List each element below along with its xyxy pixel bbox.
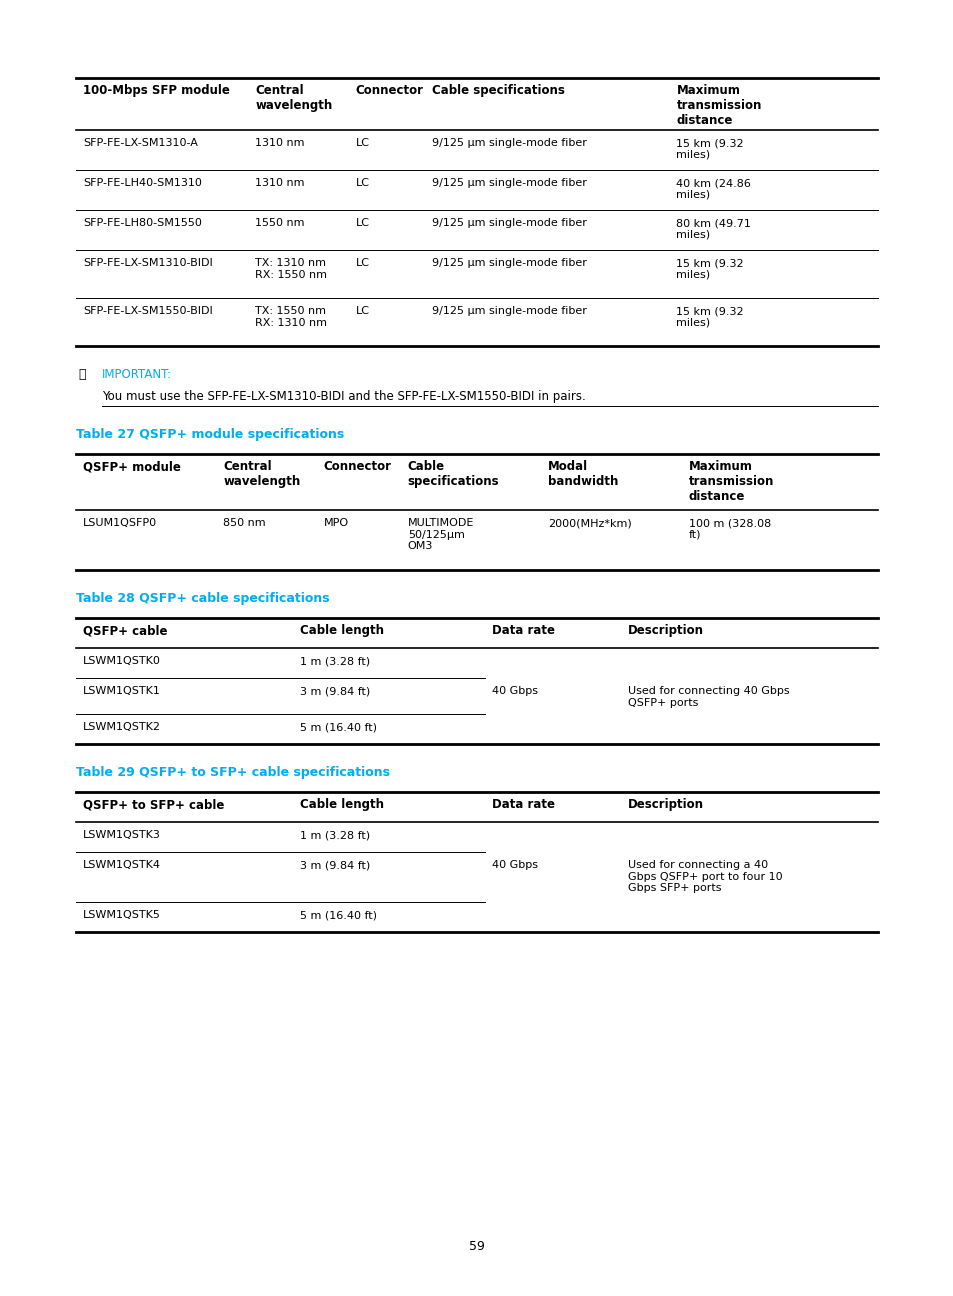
Text: 100-Mbps SFP module: 100-Mbps SFP module <box>83 84 230 97</box>
Text: 3 m (9.84 ft): 3 m (9.84 ft) <box>299 861 370 870</box>
Text: 2000(MHz*km): 2000(MHz*km) <box>548 518 631 527</box>
Text: 5 m (16.40 ft): 5 m (16.40 ft) <box>299 910 376 920</box>
Text: 850 nm: 850 nm <box>223 518 266 527</box>
Text: 1310 nm: 1310 nm <box>255 178 305 188</box>
Text: 5 m (16.40 ft): 5 m (16.40 ft) <box>299 722 376 732</box>
Text: QSFP+ module: QSFP+ module <box>83 460 181 473</box>
Text: IMPORTANT:: IMPORTANT: <box>102 368 172 381</box>
Text: 100 m (328.08
ft): 100 m (328.08 ft) <box>688 518 770 539</box>
Text: 1310 nm: 1310 nm <box>255 137 305 148</box>
Text: LC: LC <box>355 137 370 148</box>
Text: 59: 59 <box>469 1239 484 1252</box>
Text: LSWM1QSTK2: LSWM1QSTK2 <box>83 722 161 732</box>
Text: Description: Description <box>628 623 703 638</box>
Text: Data rate: Data rate <box>492 798 555 811</box>
Text: ⓘ: ⓘ <box>78 368 86 381</box>
Text: Used for connecting 40 Gbps
QSFP+ ports: Used for connecting 40 Gbps QSFP+ ports <box>628 686 789 708</box>
Text: Cable length: Cable length <box>299 798 383 811</box>
Text: LC: LC <box>355 218 370 228</box>
Text: Modal
bandwidth: Modal bandwidth <box>548 460 618 489</box>
Text: SFP-FE-LH80-SM1550: SFP-FE-LH80-SM1550 <box>83 218 202 228</box>
Text: Connector: Connector <box>323 460 391 473</box>
Text: LSWM1QSTK1: LSWM1QSTK1 <box>83 686 161 696</box>
Text: 9/125 μm single-mode fiber: 9/125 μm single-mode fiber <box>432 137 586 148</box>
Text: LSWM1QSTK5: LSWM1QSTK5 <box>83 910 161 920</box>
Text: 9/125 μm single-mode fiber: 9/125 μm single-mode fiber <box>432 178 586 188</box>
Text: You must use the SFP-FE-LX-SM1310-BIDI and the SFP-FE-LX-SM1550-BIDI in pairs.: You must use the SFP-FE-LX-SM1310-BIDI a… <box>102 390 585 403</box>
Text: LSWM1QSTK0: LSWM1QSTK0 <box>83 656 161 666</box>
Text: 40 Gbps: 40 Gbps <box>492 861 537 870</box>
Text: 15 km (9.32
miles): 15 km (9.32 miles) <box>676 137 743 159</box>
Text: 80 km (49.71
miles): 80 km (49.71 miles) <box>676 218 751 240</box>
Text: QSFP+ cable: QSFP+ cable <box>83 623 168 638</box>
Text: Cable specifications: Cable specifications <box>432 84 564 97</box>
Text: MULTIMODE
50/125μm
OM3: MULTIMODE 50/125μm OM3 <box>407 518 474 551</box>
Text: LSWM1QSTK4: LSWM1QSTK4 <box>83 861 161 870</box>
Text: 40 km (24.86
miles): 40 km (24.86 miles) <box>676 178 751 200</box>
Text: SFP-FE-LH40-SM1310: SFP-FE-LH40-SM1310 <box>83 178 202 188</box>
Text: Central
wavelength: Central wavelength <box>255 84 333 111</box>
Text: Description: Description <box>628 798 703 811</box>
Text: SFP-FE-LX-SM1310-BIDI: SFP-FE-LX-SM1310-BIDI <box>83 258 213 268</box>
Text: TX: 1310 nm
RX: 1550 nm: TX: 1310 nm RX: 1550 nm <box>255 258 327 280</box>
Text: LSWM1QSTK3: LSWM1QSTK3 <box>83 829 161 840</box>
Text: QSFP+ to SFP+ cable: QSFP+ to SFP+ cable <box>83 798 224 811</box>
Text: 1 m (3.28 ft): 1 m (3.28 ft) <box>299 829 369 840</box>
Text: LSUM1QSFP0: LSUM1QSFP0 <box>83 518 157 527</box>
Text: 3 m (9.84 ft): 3 m (9.84 ft) <box>299 686 370 696</box>
Text: Cable length: Cable length <box>299 623 383 638</box>
Text: MPO: MPO <box>323 518 349 527</box>
Text: 9/125 μm single-mode fiber: 9/125 μm single-mode fiber <box>432 258 586 268</box>
Text: Connector: Connector <box>355 84 423 97</box>
Text: SFP-FE-LX-SM1550-BIDI: SFP-FE-LX-SM1550-BIDI <box>83 306 213 316</box>
Text: 15 km (9.32
miles): 15 km (9.32 miles) <box>676 258 743 280</box>
Text: Data rate: Data rate <box>492 623 555 638</box>
Text: 40 Gbps: 40 Gbps <box>492 686 537 696</box>
Text: 9/125 μm single-mode fiber: 9/125 μm single-mode fiber <box>432 218 586 228</box>
Text: TX: 1550 nm
RX: 1310 nm: TX: 1550 nm RX: 1310 nm <box>255 306 327 328</box>
Text: 1550 nm: 1550 nm <box>255 218 305 228</box>
Text: SFP-FE-LX-SM1310-A: SFP-FE-LX-SM1310-A <box>83 137 197 148</box>
Text: Maximum
transmission
distance: Maximum transmission distance <box>688 460 773 503</box>
Text: Used for connecting a 40
Gbps QSFP+ port to four 10
Gbps SFP+ ports: Used for connecting a 40 Gbps QSFP+ port… <box>628 861 782 893</box>
Text: 15 km (9.32
miles): 15 km (9.32 miles) <box>676 306 743 328</box>
Text: 9/125 μm single-mode fiber: 9/125 μm single-mode fiber <box>432 306 586 316</box>
Text: LC: LC <box>355 306 370 316</box>
Text: LC: LC <box>355 178 370 188</box>
Text: Maximum
transmission
distance: Maximum transmission distance <box>676 84 761 127</box>
Text: Table 28 QSFP+ cable specifications: Table 28 QSFP+ cable specifications <box>76 592 330 605</box>
Text: Cable
specifications: Cable specifications <box>407 460 499 489</box>
Text: Central
wavelength: Central wavelength <box>223 460 300 489</box>
Text: LC: LC <box>355 258 370 268</box>
Text: Table 27 QSFP+ module specifications: Table 27 QSFP+ module specifications <box>76 428 344 441</box>
Text: 1 m (3.28 ft): 1 m (3.28 ft) <box>299 656 369 666</box>
Text: Table 29 QSFP+ to SFP+ cable specifications: Table 29 QSFP+ to SFP+ cable specificati… <box>76 766 390 779</box>
